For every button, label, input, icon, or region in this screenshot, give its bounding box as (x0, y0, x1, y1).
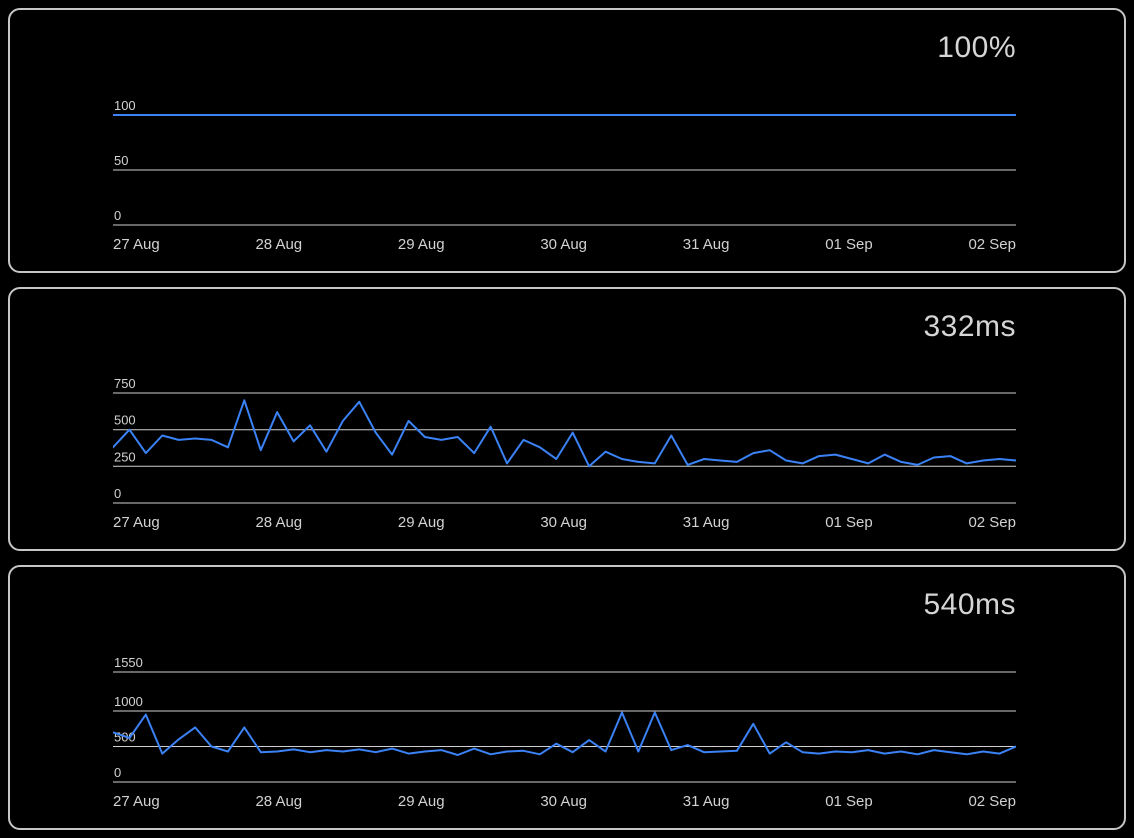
response-time-panel-1: 332ms 0 250 500 750 27 Aug 28 Aug 29 Aug 30 Au… (8, 286, 1126, 552)
x-tick-label: 01 Sep (825, 793, 873, 811)
x-tick-label: 01 Sep (825, 235, 873, 253)
uptime-chart: 0 50 100 (113, 91, 1016, 229)
x-tick-label: 27 Aug (113, 793, 160, 811)
x-axis: 27 Aug 28 Aug 29 Aug 30 Aug 31 Aug 01 Sep 02 S… (113, 514, 1016, 531)
x-tick-label: 29 Aug (397, 793, 445, 811)
x-tick-label: 29 Aug (397, 235, 445, 253)
x-tick-label: 31 Aug (682, 514, 730, 532)
x-tick-label: 27 Aug (113, 235, 160, 253)
response-time-value-1: 332ms (923, 309, 1016, 343)
x-tick-label: 28 Aug (255, 235, 303, 253)
y-tick-label: 100 (114, 98, 136, 113)
x-tick-label: 29 Aug (397, 514, 445, 532)
y-tick-label: 0 (114, 208, 121, 223)
x-tick-label: 02 Sep (968, 235, 1016, 253)
chart-svg: 0 50 100 (113, 98, 1016, 226)
x-tick-label: 30 Aug (540, 793, 588, 811)
y-tick-label: 50 (114, 153, 128, 168)
x-tick-label: 31 Aug (682, 235, 730, 253)
x-axis: 27 Aug 28 Aug 29 Aug 30 Aug 31 Aug 01 Sep 02 S… (113, 236, 1016, 253)
uptime-value: 100% (937, 31, 1016, 64)
x-tick-label: 27 Aug (113, 514, 160, 532)
y-tick-label: 500 (114, 413, 136, 428)
x-tick-label: 31 Aug (682, 793, 730, 811)
y-tick-label: 250 (114, 450, 136, 465)
series-line (113, 399, 1016, 468)
x-tick-label: 02 Sep (968, 793, 1016, 811)
chart-svg: 0 250 500 750 (113, 376, 1016, 504)
x-tick-label: 02 Sep (968, 514, 1016, 532)
x-tick-label: 28 Aug (255, 793, 303, 811)
response-time-value-2: 540ms (923, 588, 1016, 622)
y-tick-label: 1550 (114, 655, 143, 670)
x-axis: 27 Aug 28 Aug 29 Aug 30 Aug 31 Aug 01 Sep 02 S… (113, 793, 1016, 810)
response-time-chart-1: 0 250 500 750 (113, 369, 1016, 507)
uptime-panel: 100% 0 50 100 27 Aug 28 Aug 29 Aug 30 Aug 31 A… (8, 8, 1126, 273)
y-tick-label: 1000 (114, 694, 143, 709)
x-tick-label: 28 Aug (255, 514, 303, 532)
y-tick-label: 0 (114, 486, 121, 501)
x-tick-label: 01 Sep (825, 514, 873, 532)
y-tick-label: 750 (114, 376, 136, 391)
y-tick-label: 0 (114, 765, 121, 780)
response-time-chart-2: 0 500 1000 1550 (113, 648, 1016, 786)
x-tick-label: 30 Aug (540, 235, 588, 253)
series-line (113, 711, 1016, 757)
response-time-panel-2: 540ms 0 500 1000 1550 27 Aug 28 Aug 29 Aug 30 … (8, 565, 1126, 831)
x-tick-label: 30 Aug (540, 514, 588, 532)
